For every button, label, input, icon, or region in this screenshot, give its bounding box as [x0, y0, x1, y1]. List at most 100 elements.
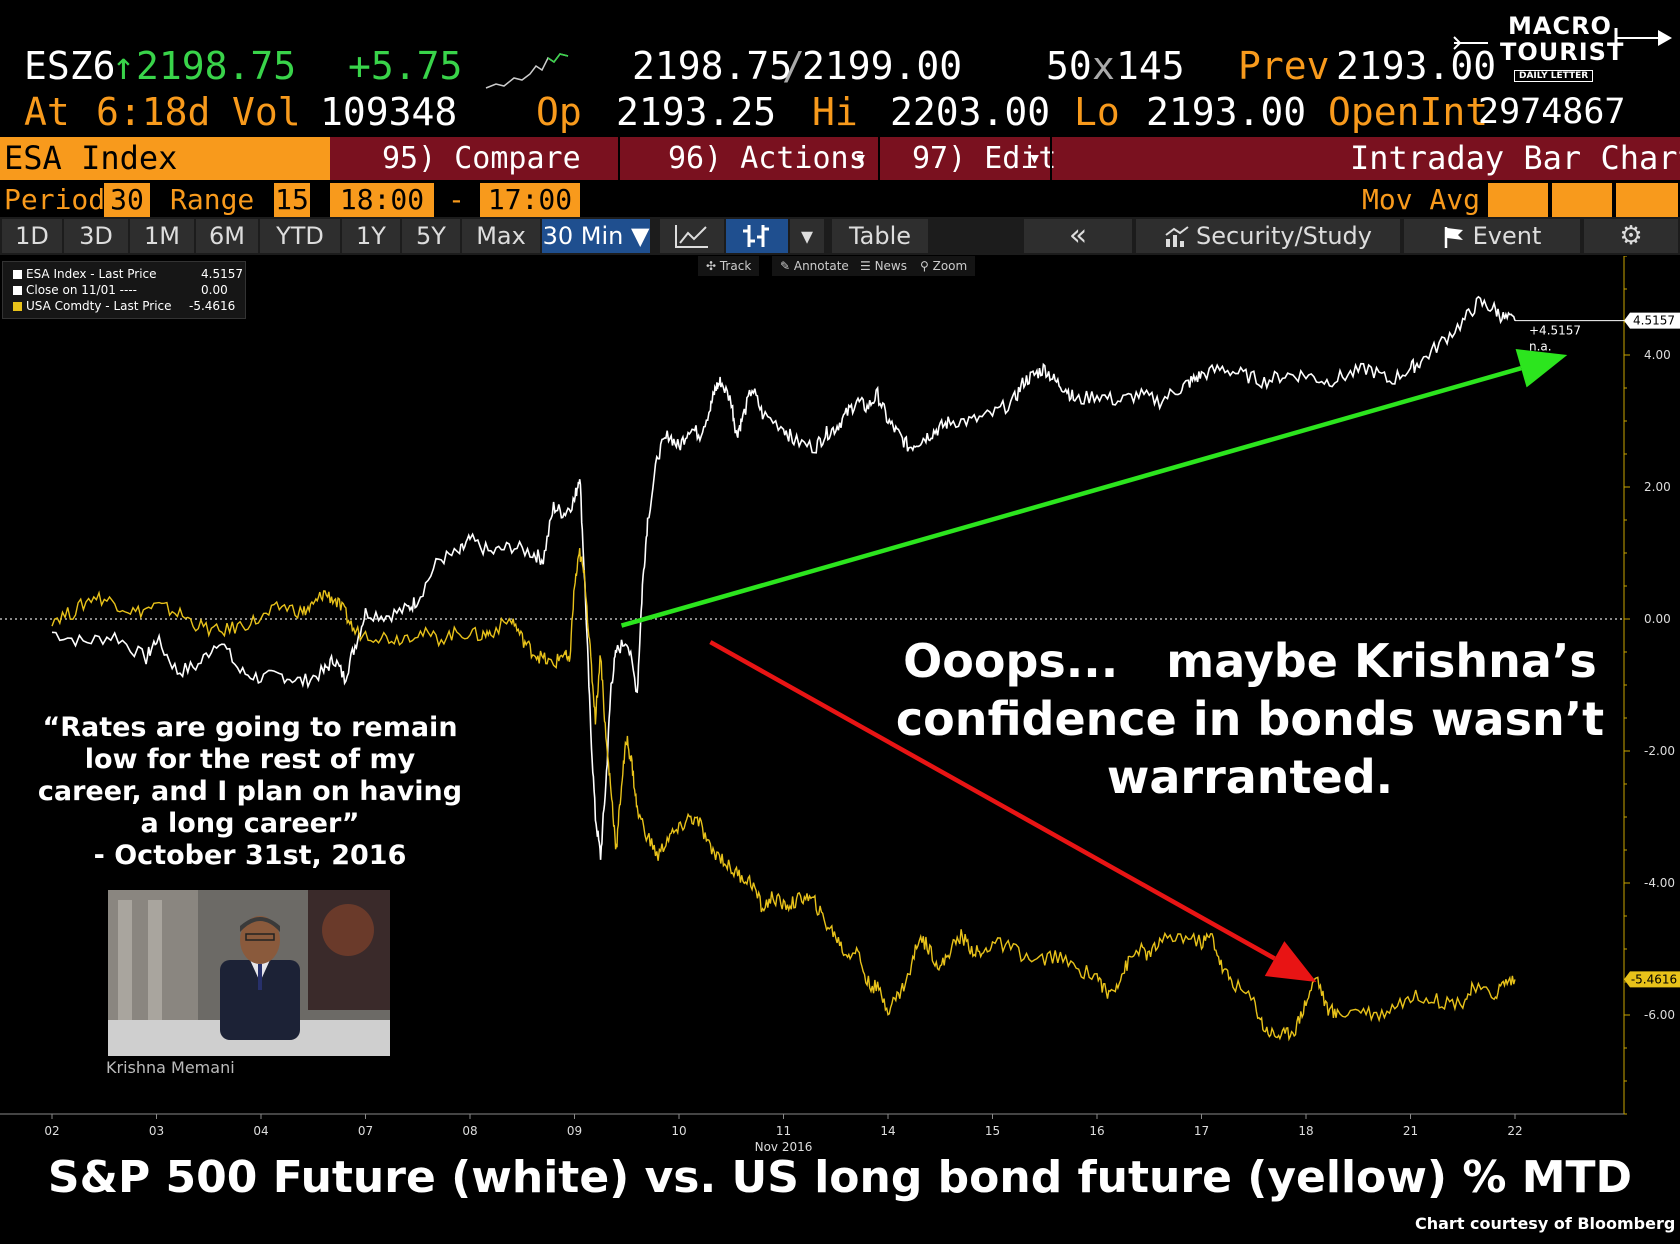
- last-value-sub-2: n.a.: [1529, 340, 1552, 354]
- tab-1y[interactable]: 1Y: [342, 219, 400, 253]
- x-tick-label: 18: [1298, 1124, 1313, 1138]
- track-tool[interactable]: ✣ Track: [698, 256, 760, 276]
- compare-button[interactable]: 95) Compare: [382, 141, 581, 176]
- period-label: Period: [4, 183, 106, 216]
- range-field[interactable]: 15: [274, 183, 310, 217]
- x-tick-label: 11: [776, 1124, 791, 1138]
- legend-item-close: Close on 11/01 ----: [13, 282, 137, 298]
- last-value-tag-yellow: -5.4616: [1624, 971, 1680, 988]
- flag-icon: [1444, 227, 1463, 248]
- courtesy-note: Chart courtesy of Bloomberg: [1415, 1214, 1676, 1233]
- logo-line-1: MACRO: [1508, 12, 1612, 40]
- price-change: +5.75: [348, 44, 463, 88]
- annotation-line-2: confidence in bonds wasn’t: [895, 692, 1605, 746]
- legend-label: ESA Index - Last Price: [26, 267, 157, 281]
- divider: [618, 137, 620, 180]
- mov-avg-label: Mov Avg: [1362, 183, 1481, 216]
- bar-chart-button[interactable]: [726, 219, 788, 253]
- actions-button[interactable]: 96) Actions: [668, 141, 867, 176]
- green-arrow-head: [1515, 348, 1568, 388]
- line-chart-button[interactable]: [660, 219, 724, 253]
- y-tick-label: 2.00: [1644, 480, 1671, 494]
- tab-1m[interactable]: 1M: [130, 219, 194, 253]
- interval-dropdown[interactable]: 30 Min ▼: [542, 219, 650, 253]
- green-arrow-shaft: [620, 366, 1522, 628]
- open-label: Op: [536, 90, 582, 134]
- photo-caption: Krishna Memani: [106, 1058, 235, 1077]
- annotate-tool[interactable]: ✎ Annotate: [772, 256, 857, 276]
- bid-size: 50: [1046, 44, 1092, 88]
- annotation-line-3: warranted.: [1106, 750, 1394, 804]
- zoom-tool[interactable]: ⚲ Zoom: [912, 256, 976, 276]
- red-arrow-head: [1264, 941, 1317, 982]
- bid-price: 2198.75: [632, 44, 793, 88]
- low-price: 2193.00: [1146, 90, 1307, 134]
- sparkline: [485, 53, 569, 89]
- ask-price: 2199.00: [802, 44, 963, 88]
- tab-3d[interactable]: 3D: [64, 219, 128, 253]
- x-tick-label: 08: [462, 1124, 477, 1138]
- mov-avg-field-3[interactable]: [1616, 183, 1678, 217]
- event-button[interactable]: Event: [1404, 219, 1580, 253]
- start-time-field[interactable]: 18:00: [330, 183, 434, 217]
- prev-close: 2193.00: [1336, 44, 1497, 88]
- x-tick-label: 17: [1194, 1124, 1209, 1138]
- legend-value: 0.00: [201, 283, 228, 297]
- intraday-chart: 4.00 2.00 0.00 -2.00 -4.00 -6.00 02 03 04 07 08 09 1…: [0, 256, 1680, 1154]
- up-arrow-icon: ↑: [112, 44, 135, 88]
- last-value-tag-yellow-text: -5.4616: [1631, 972, 1677, 986]
- bottom-title: S&P 500 Future (white) vs. US long bond …: [47, 1152, 1633, 1203]
- legend-swatch: [13, 286, 22, 295]
- prev-label: Prev: [1238, 44, 1330, 88]
- x-tick-label: 04: [253, 1124, 268, 1138]
- last-value-tag-white: 4.5157: [1624, 312, 1680, 329]
- range-label: Range: [170, 183, 255, 216]
- series-line-usa: [51, 548, 1516, 1042]
- table-button[interactable]: Table: [832, 219, 928, 253]
- tab-5y[interactable]: 5Y: [402, 219, 460, 253]
- volume: 109348: [320, 90, 458, 134]
- at-value: 6:18d: [96, 90, 211, 134]
- legend-item-esa: ESA Index - Last Price: [13, 266, 157, 282]
- security-field[interactable]: ESA Index: [0, 137, 330, 180]
- quote-line-3: career, and I plan on having: [37, 776, 463, 807]
- gear-icon[interactable]: ⚙: [1584, 219, 1678, 253]
- security-study-button[interactable]: Security/Study: [1136, 219, 1400, 253]
- y-tick-label: 0.00: [1644, 612, 1671, 626]
- news-tool[interactable]: ☰ News: [852, 256, 915, 276]
- time-range-dash: -: [448, 183, 465, 216]
- tab-1d[interactable]: 1D: [2, 219, 62, 253]
- tab-ytd[interactable]: YTD: [260, 219, 340, 253]
- mov-avg-field-2[interactable]: [1552, 183, 1612, 217]
- bid-ask-separator: /: [782, 44, 805, 88]
- tab-6m[interactable]: 6M: [196, 219, 258, 253]
- arrow-feather-icon: [1453, 36, 1488, 50]
- quote-line-4: a long career”: [140, 808, 360, 839]
- tab-max[interactable]: Max: [462, 219, 540, 253]
- y-tick-label: -6.00: [1644, 1008, 1675, 1022]
- x-tick-label: 07: [358, 1124, 373, 1138]
- legend-swatch: [13, 302, 22, 311]
- edit-dropdown-icon[interactable]: ▾: [1028, 146, 1042, 171]
- x-tick-label: 09: [567, 1124, 582, 1138]
- chart-arrows: [620, 348, 1568, 982]
- annotation-text: Ooops... maybe Krishna’s confidence in b…: [860, 632, 1640, 806]
- last-value-tag-white-text: 4.5157: [1633, 314, 1675, 328]
- x-tick-label: 03: [149, 1124, 164, 1138]
- study-chart-icon: [1165, 226, 1189, 247]
- y-tick-label: -2.00: [1644, 744, 1675, 758]
- line-chart-icon: [675, 225, 708, 248]
- collapse-button[interactable]: «: [1024, 219, 1132, 253]
- x-tick-label: 14: [880, 1124, 895, 1138]
- actions-dropdown-icon[interactable]: ▾: [854, 146, 868, 171]
- mov-avg-field-1[interactable]: [1488, 183, 1548, 217]
- last-price: 2198.75: [136, 44, 297, 88]
- range-toolbar: 1D 3D 1M 6M YTD 1Y 5Y Max 30 Min ▼ ▾ Tab…: [0, 217, 1680, 255]
- ask-size: 145: [1116, 44, 1185, 88]
- vol-label: Vol: [232, 90, 301, 134]
- security-study-label: Security/Study: [1196, 222, 1372, 250]
- edit-button[interactable]: 97) Edit: [912, 141, 1057, 176]
- chart-type-dropdown-icon[interactable]: ▾: [790, 219, 824, 253]
- end-time-field[interactable]: 17:00: [480, 183, 580, 217]
- period-field[interactable]: 30: [104, 183, 150, 217]
